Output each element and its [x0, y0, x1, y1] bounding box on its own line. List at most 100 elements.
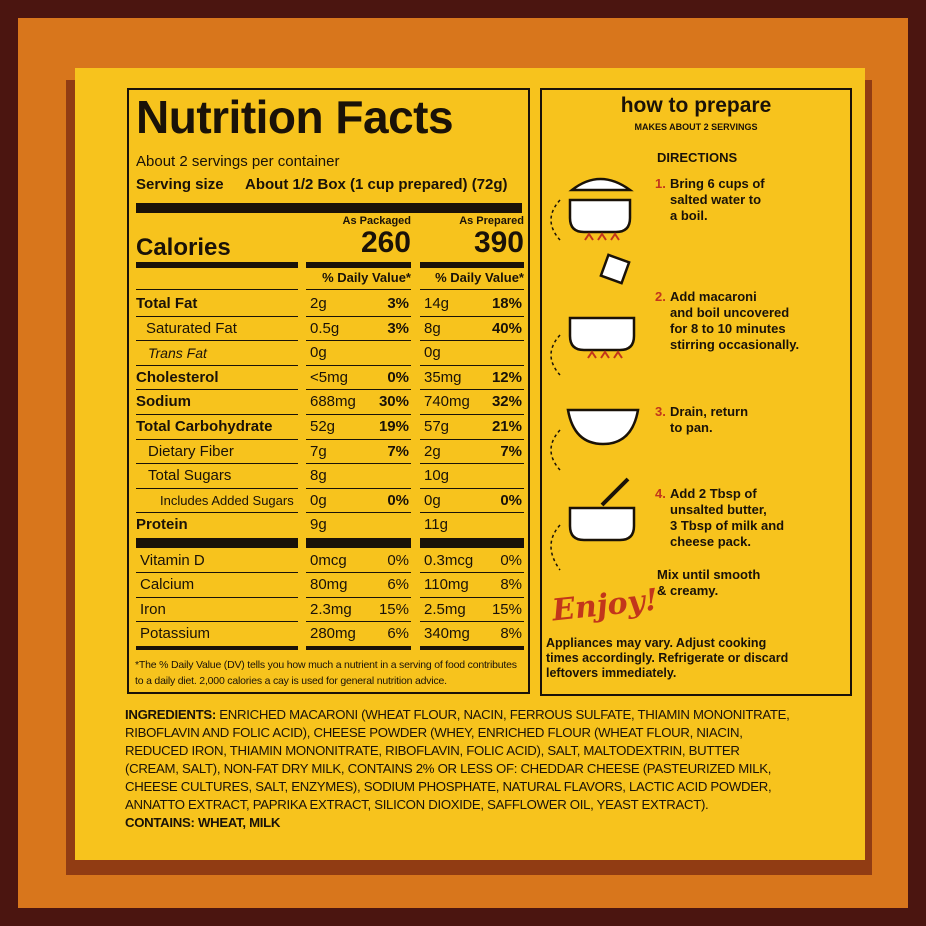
rule — [420, 487, 524, 489]
rule — [306, 596, 411, 598]
rule — [136, 572, 298, 574]
amount: 340mg — [424, 625, 470, 643]
daily-value: 12% — [491, 368, 522, 386]
rule — [306, 389, 411, 391]
daily-value: 3% — [387, 295, 409, 312]
dv-header: % Daily Value* — [322, 270, 411, 285]
amount: 2.3mg — [310, 600, 352, 618]
rule — [420, 572, 524, 574]
rule — [420, 389, 524, 391]
amount: 35mg — [424, 368, 462, 386]
finish-text: Mix until smooth & creamy. — [657, 567, 761, 598]
rule — [136, 645, 298, 647]
daily-value: 6% — [387, 576, 409, 594]
amount: 2g — [310, 295, 327, 312]
step-text: Add 2 Tbsp of unsalted butter, 3 Tbsp of… — [670, 486, 785, 549]
nutrient-name: Potassium — [140, 625, 211, 643]
rule — [136, 438, 298, 440]
step-text: Add macaroni and boil uncovered for 8 to… — [670, 289, 800, 352]
step-number: 1. — [655, 176, 666, 191]
daily-value: 0% — [387, 368, 409, 386]
rule — [420, 438, 524, 440]
amount: 0g — [424, 491, 441, 509]
amount: 688mg — [310, 393, 356, 411]
daily-value: 19% — [378, 418, 409, 435]
amount: 0g — [310, 344, 327, 362]
amount: 10g — [424, 467, 450, 485]
amount: 8g — [310, 467, 327, 485]
step-text: Drain, return to pan. — [670, 404, 749, 435]
amount: 0mcg — [310, 552, 347, 569]
daily-value: 21% — [491, 418, 522, 435]
nutrient-name: Protein — [136, 516, 188, 534]
thick-rule — [136, 538, 298, 548]
rule — [306, 262, 411, 268]
nutrient-name: Trans Fat — [148, 345, 207, 362]
daily-value: 8% — [500, 576, 522, 594]
daily-value: 30% — [378, 393, 409, 411]
daily-value: 7% — [387, 442, 409, 460]
rule — [136, 389, 298, 391]
rule — [420, 645, 524, 647]
servings: About 2 servings per container — [136, 153, 340, 170]
rule — [136, 340, 298, 342]
rule — [136, 364, 298, 366]
rule — [306, 414, 411, 415]
rule — [420, 340, 524, 342]
daily-value: 8% — [500, 625, 522, 643]
prepare-icons — [550, 177, 640, 571]
nutrient-name: Vitamin D — [140, 552, 205, 569]
contains: CONTAINS: WHEAT, MILK — [125, 815, 281, 830]
rule — [420, 463, 524, 465]
calories-value: 260 — [360, 226, 411, 259]
amount: 110mg — [424, 576, 469, 594]
rule — [420, 647, 524, 650]
dv-header: % Daily Value* — [435, 270, 524, 285]
thick-rule — [420, 538, 524, 548]
directions-label: DIRECTIONS — [657, 150, 738, 165]
amount: 0.5g — [310, 319, 340, 337]
thick-rule — [306, 538, 411, 548]
rule — [306, 463, 411, 465]
amount: 57g — [424, 418, 450, 435]
daily-value: 7% — [500, 442, 522, 460]
rule — [306, 438, 411, 440]
daily-value: 15% — [378, 600, 409, 618]
nutrient-name: Total Sugars — [148, 467, 232, 485]
daily-value: 18% — [491, 295, 522, 312]
nutrient-name: Sodium — [136, 393, 191, 411]
rule — [136, 262, 298, 268]
rule — [306, 621, 411, 623]
column-header: As Prepared — [459, 215, 524, 227]
rule — [306, 289, 411, 290]
rule — [136, 289, 298, 290]
daily-value: 40% — [491, 319, 522, 337]
rule — [420, 289, 524, 290]
amount: 80mg — [310, 576, 348, 594]
nutrient-name: Iron — [140, 600, 166, 618]
rule — [136, 621, 298, 623]
rule — [136, 414, 298, 415]
amount: <5mg — [310, 368, 348, 386]
rule — [306, 645, 411, 647]
rule — [136, 512, 298, 514]
amount: 9g — [310, 516, 327, 534]
nutrition-title: Nutrition Facts — [136, 91, 454, 143]
daily-value: 32% — [491, 393, 522, 411]
prepare-subtitle: MAKES ABOUT 2 SERVINGS — [634, 122, 758, 132]
rule — [306, 487, 411, 489]
nutrient-name: Saturated Fat — [146, 319, 237, 337]
daily-value: 0% — [387, 491, 409, 509]
amount: 0g — [424, 344, 441, 362]
nutrient-name: Total Fat — [136, 295, 198, 312]
amount: 280mg — [310, 625, 356, 643]
rule — [420, 364, 524, 366]
step-number: 4. — [655, 486, 666, 501]
calories-label: Calories — [136, 234, 231, 261]
amount: 14g — [424, 295, 450, 312]
nutrient-name: Total Carbohydrate — [136, 418, 273, 435]
nutrient-name: Dietary Fiber — [148, 442, 234, 460]
column-header: As Packaged — [342, 215, 411, 227]
thick-rule — [136, 203, 522, 213]
